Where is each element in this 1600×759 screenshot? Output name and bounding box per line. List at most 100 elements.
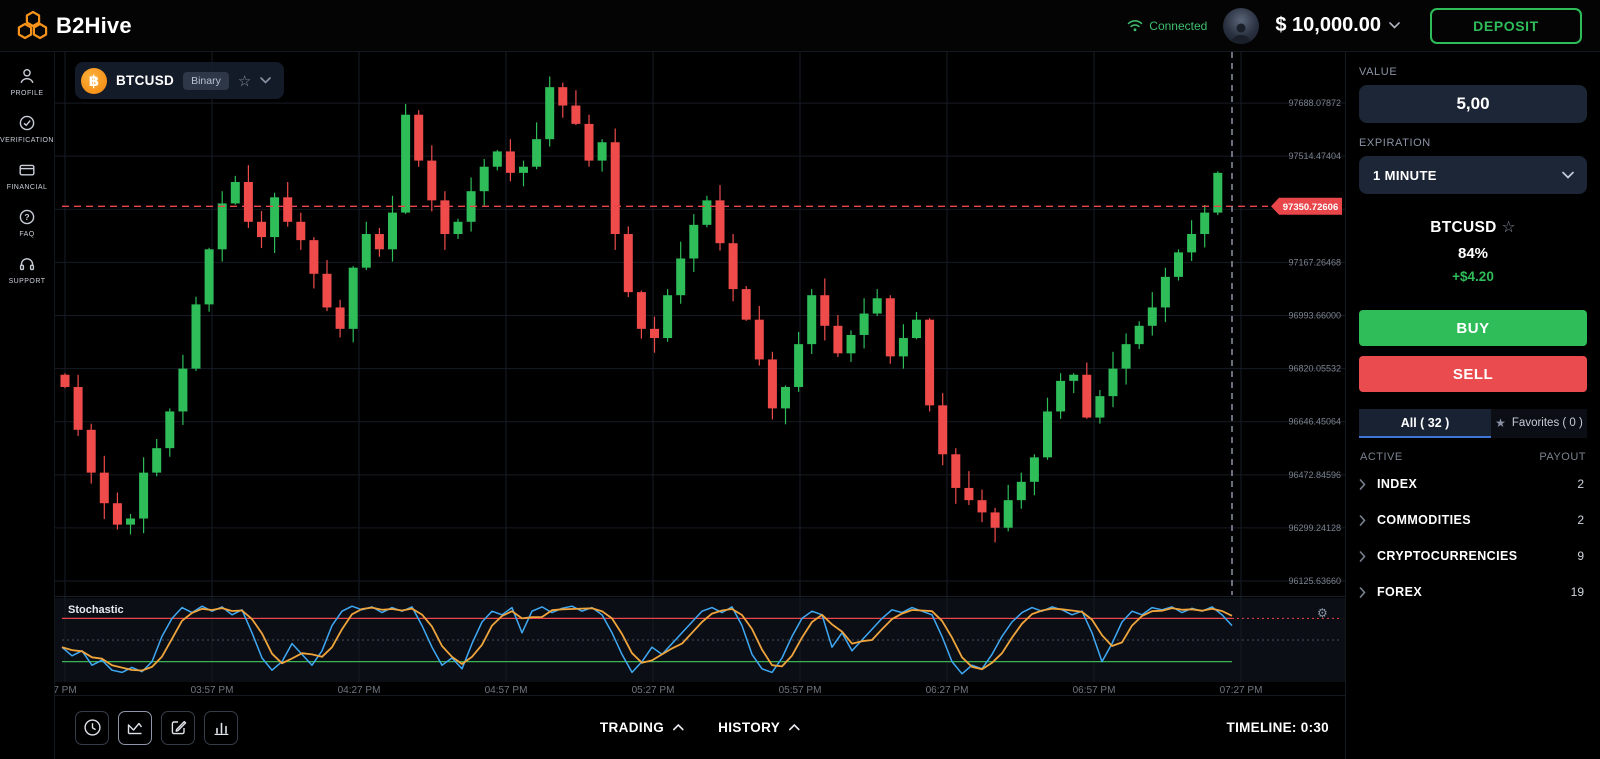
question-circle-icon: ? bbox=[19, 209, 35, 225]
svg-text:97688.07872: 97688.07872 bbox=[1288, 98, 1341, 108]
group-payout: 2 bbox=[1577, 513, 1584, 527]
svg-text:7 PM: 7 PM bbox=[55, 685, 77, 695]
group-label: CRYPTOCURRENCIES bbox=[1377, 549, 1518, 563]
person-silhouette-icon bbox=[1231, 23, 1252, 44]
binary-badge: Binary bbox=[183, 71, 229, 90]
svg-text:97514.47404: 97514.47404 bbox=[1288, 151, 1341, 161]
check-circle-icon bbox=[19, 115, 35, 131]
svg-text:96820.05532: 96820.05532 bbox=[1288, 364, 1341, 374]
group-label: FOREX bbox=[1377, 585, 1423, 599]
potential-profit: +$4.20 bbox=[1452, 269, 1494, 284]
brand-name: B2Hive bbox=[56, 12, 132, 38]
balance-amount: $ 10,000.00 bbox=[1275, 14, 1381, 36]
chevron-up-icon bbox=[673, 724, 684, 731]
tab-all-assets[interactable]: All ( 32 ) bbox=[1359, 409, 1491, 438]
top-bar: B2Hive Connected $ 10,000.00 D bbox=[0, 0, 1600, 52]
svg-text:06:27 PM: 06:27 PM bbox=[926, 685, 969, 695]
value-label: VALUE bbox=[1359, 66, 1398, 78]
svg-text:96125.63660: 96125.63660 bbox=[1288, 576, 1341, 586]
svg-text:96299.24128: 96299.24128 bbox=[1288, 523, 1341, 533]
sidebar-item-label: PROFILE bbox=[10, 90, 44, 97]
svg-text:?: ? bbox=[24, 212, 29, 222]
chart-area: 97688.07872 97514.47404 97167.26468 96993.6… bbox=[55, 52, 1345, 695]
trade-panel: VALUE EXPIRATION 1 MINUTE BTCUSD☆ 84% +$… bbox=[1345, 52, 1600, 759]
svg-text:06:57 PM: 06:57 PM bbox=[1073, 685, 1116, 695]
balance-dropdown[interactable]: $ 10,000.00 bbox=[1275, 14, 1400, 37]
column-header-payout: PAYOUT bbox=[1539, 451, 1586, 463]
group-label: COMMODITIES bbox=[1377, 513, 1471, 527]
left-sidebar: PROFILE VERIFICATION FINANCIAL ? FAQ bbox=[0, 52, 55, 759]
chevron-down-icon[interactable] bbox=[260, 77, 272, 84]
sidebar-item-support[interactable]: SUPPORT bbox=[0, 246, 54, 293]
sidebar-item-label: VERIFICATION bbox=[0, 137, 54, 144]
sell-button[interactable]: SELL bbox=[1359, 356, 1587, 392]
payout-percent: 84% bbox=[1457, 245, 1489, 262]
chevron-right-icon bbox=[1359, 550, 1366, 562]
svg-text:05:57 PM: 05:57 PM bbox=[779, 685, 822, 695]
asset-group-commodities[interactable]: COMMODITIES 2 bbox=[1359, 502, 1587, 538]
sidebar-item-verification[interactable]: VERIFICATION bbox=[0, 105, 54, 152]
star-icon: ★ bbox=[1495, 415, 1506, 430]
sidebar-item-faq[interactable]: ? FAQ bbox=[0, 199, 54, 246]
deposit-button[interactable]: DEPOSIT bbox=[1430, 7, 1582, 44]
asset-group-index[interactable]: INDEX 2 bbox=[1359, 466, 1587, 502]
selected-asset: BTCUSD ☆ bbox=[1359, 218, 1587, 237]
stochastic-indicator-label: Stochastic bbox=[68, 604, 124, 616]
svg-text:04:27 PM: 04:27 PM bbox=[338, 685, 381, 695]
expiration-select[interactable]: 1 MINUTE bbox=[1359, 156, 1587, 194]
value-input[interactable] bbox=[1359, 85, 1587, 123]
trading-panel-toggle[interactable]: TRADING bbox=[600, 720, 684, 735]
history-panel-toggle[interactable]: HISTORY bbox=[718, 720, 800, 735]
connection-status: Connected bbox=[1127, 19, 1207, 33]
chevron-right-icon bbox=[1359, 514, 1366, 526]
sidebar-item-label: FAQ bbox=[19, 231, 35, 238]
price-chart-svg[interactable]: 97688.07872 97514.47404 97167.26468 96993.6… bbox=[55, 52, 1345, 695]
group-label: INDEX bbox=[1377, 477, 1418, 491]
stochastic-settings-gear-icon[interactable]: ⚙ bbox=[1317, 606, 1328, 620]
asset-group-forex[interactable]: FOREX 19 bbox=[1359, 574, 1587, 610]
asset-favorite-star-icon[interactable]: ☆ bbox=[1501, 218, 1516, 236]
headset-icon bbox=[19, 258, 35, 271]
svg-text:97350.72606: 97350.72606 bbox=[1283, 202, 1338, 213]
chevron-right-icon bbox=[1359, 478, 1366, 490]
symbol-name: BTCUSD bbox=[116, 73, 175, 88]
credit-card-icon bbox=[19, 164, 35, 176]
symbol-selector-chip[interactable]: ฿ BTCUSD Binary ☆ bbox=[75, 62, 285, 99]
b2hive-logo-icon bbox=[17, 10, 48, 39]
expiration-value: 1 MINUTE bbox=[1373, 167, 1437, 183]
sidebar-item-financial[interactable]: FINANCIAL bbox=[0, 152, 54, 199]
expiration-label: EXPIRATION bbox=[1359, 137, 1431, 149]
svg-text:04:57 PM: 04:57 PM bbox=[485, 685, 528, 695]
chevron-right-icon bbox=[1359, 586, 1366, 598]
tab-favorites-label: Favorites ( 0 ) bbox=[1511, 416, 1583, 429]
tab-favorites[interactable]: ★ Favorites ( 0 ) bbox=[1491, 409, 1587, 438]
svg-text:96646.45064: 96646.45064 bbox=[1288, 417, 1341, 427]
group-payout: 2 bbox=[1577, 477, 1584, 491]
indicators-button[interactable] bbox=[204, 710, 238, 745]
favorite-star-icon[interactable]: ☆ bbox=[237, 71, 252, 90]
svg-text:97167.26468: 97167.26468 bbox=[1288, 257, 1341, 267]
timeframe-button[interactable] bbox=[75, 710, 109, 745]
bar-chart-icon bbox=[214, 722, 228, 735]
drawing-tools-button[interactable] bbox=[161, 710, 195, 745]
trading-toggle-label: TRADING bbox=[599, 720, 665, 735]
buy-button[interactable]: BUY bbox=[1359, 310, 1587, 346]
clock-icon bbox=[83, 719, 101, 736]
timeline-indicator: TIMELINE: 0:30 bbox=[1226, 720, 1329, 735]
bitcoin-icon: ฿ bbox=[81, 67, 107, 94]
connection-status-text: Connected bbox=[1149, 18, 1208, 33]
sidebar-item-label: SUPPORT bbox=[8, 278, 46, 285]
history-toggle-label: HISTORY bbox=[718, 720, 781, 735]
edit-pencil-icon bbox=[171, 720, 186, 735]
sidebar-item-label: FINANCIAL bbox=[6, 184, 48, 191]
avatar[interactable] bbox=[1223, 7, 1260, 44]
brand: B2Hive bbox=[14, 10, 132, 42]
sidebar-item-profile[interactable]: PROFILE bbox=[0, 58, 54, 105]
profile-icon bbox=[20, 69, 34, 84]
bottom-toolbar: TRADING HISTORY TIMELINE: 0:30 bbox=[55, 695, 1345, 759]
svg-text:96472.84596: 96472.84596 bbox=[1288, 470, 1341, 480]
asset-group-cryptocurrencies[interactable]: CRYPTOCURRENCIES 9 bbox=[1359, 538, 1587, 574]
group-payout: 9 bbox=[1577, 549, 1584, 563]
chart-type-button[interactable] bbox=[118, 710, 152, 745]
wifi-icon bbox=[1128, 20, 1143, 32]
